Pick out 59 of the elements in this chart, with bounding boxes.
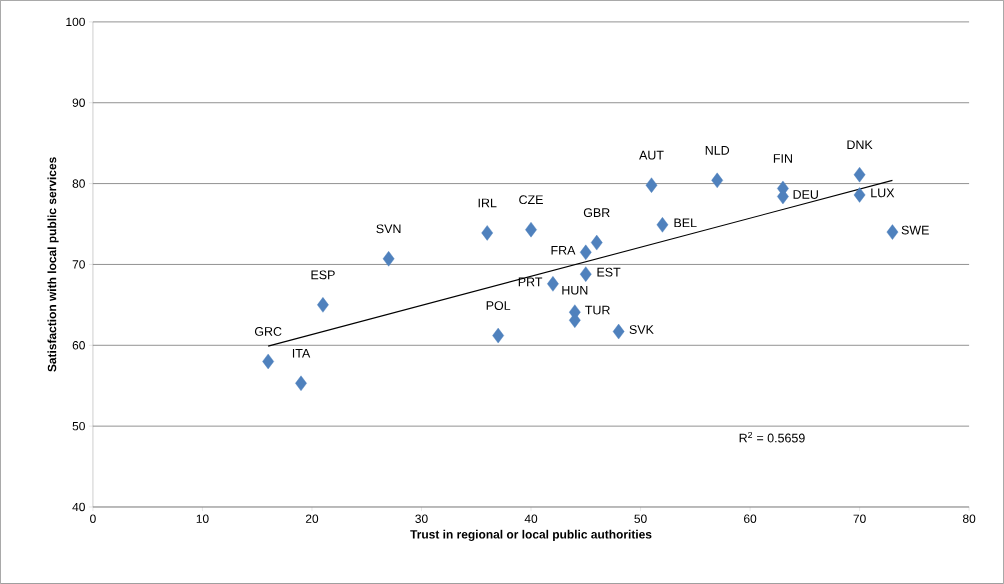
annotation: NLD [705,146,730,155]
y-tick-label: 50 [72,421,85,431]
x-tick-label: 30 [415,514,428,524]
point [317,297,329,313]
point [295,375,307,392]
annotation: CZE [519,195,543,205]
point [853,167,866,183]
annotation: DEU [793,190,818,199]
annotation: SVK [629,325,654,335]
point [492,327,504,344]
y-tick-label: 70 [72,260,85,269]
annotation: POL [486,301,511,311]
point [656,217,669,233]
point [612,323,625,340]
point [547,276,559,292]
x-tick-label: 80 [962,514,976,524]
point [481,225,494,241]
y-tick-label: 80 [72,179,85,188]
annotation: TUR [585,305,610,315]
point [645,177,658,193]
annotation: BEL [674,218,697,228]
annotation: GBR [583,208,610,218]
x-tick-label: 60 [744,514,757,524]
point [886,224,899,240]
annotation: HUN [562,285,588,295]
point [262,353,274,370]
x-tick-label: 70 [853,514,866,524]
point [579,244,592,261]
point [525,222,537,238]
annotation: SWE [901,225,929,235]
point [579,266,592,282]
y-tick-label: 40 [72,502,85,512]
x-axis-title: Trust in regional or local public authorities [410,529,652,542]
y-tick-label: 60 [72,341,85,350]
y-tick-label: 100 [66,17,85,27]
x-tick-label: 0 [90,514,96,524]
annotation: AUT [639,150,664,160]
x-tick-label: 10 [196,514,209,524]
annotation: LUX [871,188,895,198]
point [382,251,395,267]
annotation: FRA [551,246,576,255]
annotation: PRT [518,277,543,287]
annotation: ITA [292,349,311,358]
x-tick-label: 20 [305,514,319,524]
annotation: EST [597,267,621,277]
point [590,234,603,251]
annotation: IRL [478,198,497,208]
annotation: GRC [254,327,282,336]
point [853,187,866,203]
point [711,172,724,189]
annotation: R$^{2}$ = 0.5659 [739,431,805,443]
annotation: ESP [311,270,335,280]
y-axis-title: Satisfaction with local public services [47,157,59,372]
y-tick-label: 90 [72,98,85,108]
annotation: SVN [376,224,401,234]
x-tick-label: 50 [634,514,647,524]
x-tick-label: 40 [524,514,538,524]
annotation: DNK [847,140,873,150]
annotation: FIN [773,154,792,163]
